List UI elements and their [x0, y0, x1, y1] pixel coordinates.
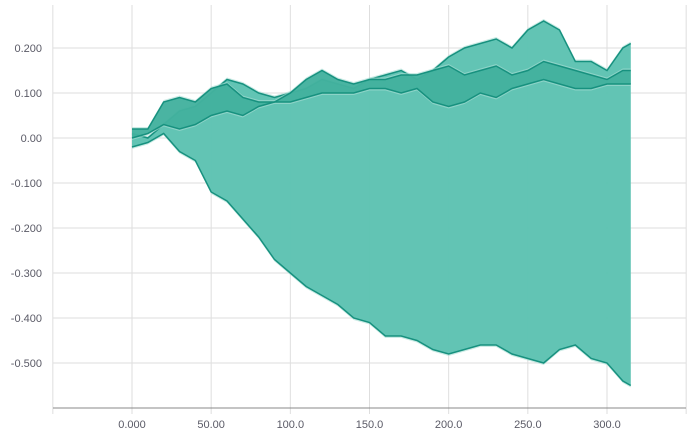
x-tick-label: 0.000	[118, 419, 146, 431]
series-area	[132, 61, 631, 138]
y-tick-label: -0.300	[11, 268, 42, 280]
x-tick-label: 150.0	[356, 419, 384, 431]
y-tick-label: 0.100	[14, 88, 42, 100]
area-series	[131, 19, 632, 388]
series-lower-line	[131, 78, 631, 139]
y-tick-label: -0.400	[11, 313, 42, 325]
y-tick-label: -0.100	[11, 178, 42, 190]
series-lower-line	[131, 132, 632, 387]
x-tick-label: 50.00	[197, 419, 225, 431]
x-tick-label: 250.0	[514, 419, 542, 431]
series-area	[132, 21, 631, 386]
y-tick-label: 0.200	[14, 43, 42, 55]
series-upper-line	[132, 60, 631, 130]
x-tick-label: 100.0	[277, 419, 305, 431]
x-tick-label: 300.0	[593, 419, 621, 431]
tick-labels: 0.000 50.00 100.0 150.0 200.0 250.0 300.0 0.200…	[11, 43, 621, 431]
y-tick-label: -0.200	[11, 223, 42, 235]
y-tick-label: 0.00	[21, 133, 42, 145]
y-tick-label: -0.500	[11, 358, 42, 370]
x-tick-label: 200.0	[435, 419, 463, 431]
